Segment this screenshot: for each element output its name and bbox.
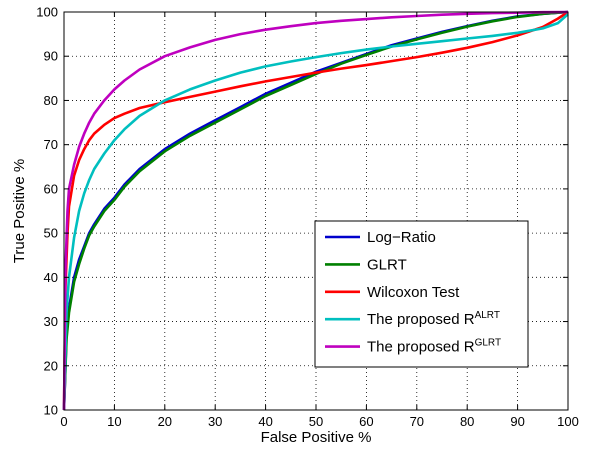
y-tick-label: 60 [44, 181, 58, 196]
y-tick-label: 30 [44, 314, 58, 329]
series-line-4 [62, 13, 569, 411]
legend-box [314, 220, 529, 368]
x-tick-label: 100 [557, 414, 579, 429]
x-tick-label: 60 [359, 414, 373, 429]
legend-label-1: Log−Ratio [367, 229, 436, 246]
legend: Log−Ratio GLRT Wilcoxon Test The proposed R… [314, 220, 529, 368]
y-tick-label: 40 [44, 270, 58, 285]
y-tick-label: 20 [44, 358, 58, 373]
x-tick-label: 50 [309, 414, 323, 429]
x-tick-label: 0 [60, 414, 67, 429]
x-axis-label: False Positive % [261, 429, 372, 446]
series-line-2 [62, 10, 569, 411]
legend-label-2: GLRT [367, 256, 407, 273]
x-tick-label: 40 [258, 414, 272, 429]
y-axis-label: True Positive % [11, 159, 28, 263]
legend-label-5: The proposed RGLRT [367, 338, 501, 356]
series-group [62, 10, 569, 411]
y-tick-label: 100 [36, 5, 58, 20]
x-tick-label: 80 [460, 414, 474, 429]
x-tick-label: 90 [510, 414, 524, 429]
y-tick-label: 80 [44, 93, 58, 108]
x-tick-label: 10 [107, 414, 121, 429]
legend-label-4: The proposed RALRT [367, 310, 500, 328]
y-tick-label: 10 [44, 403, 58, 418]
legend-label-3: Wilcoxon Test [367, 284, 460, 301]
x-tick-label: 70 [410, 414, 424, 429]
y-tick-label: 50 [44, 226, 58, 241]
y-tick-label: 90 [44, 49, 58, 64]
x-tick-label: 20 [158, 414, 172, 429]
series-line-5 [62, 10, 569, 411]
x-tick-label: 30 [208, 414, 222, 429]
ticks: 0 10 20 30 40 50 60 70 80 90 100102030405060708090… [36, 5, 579, 430]
series-line-3 [62, 10, 569, 411]
y-tick-label: 70 [44, 137, 58, 152]
